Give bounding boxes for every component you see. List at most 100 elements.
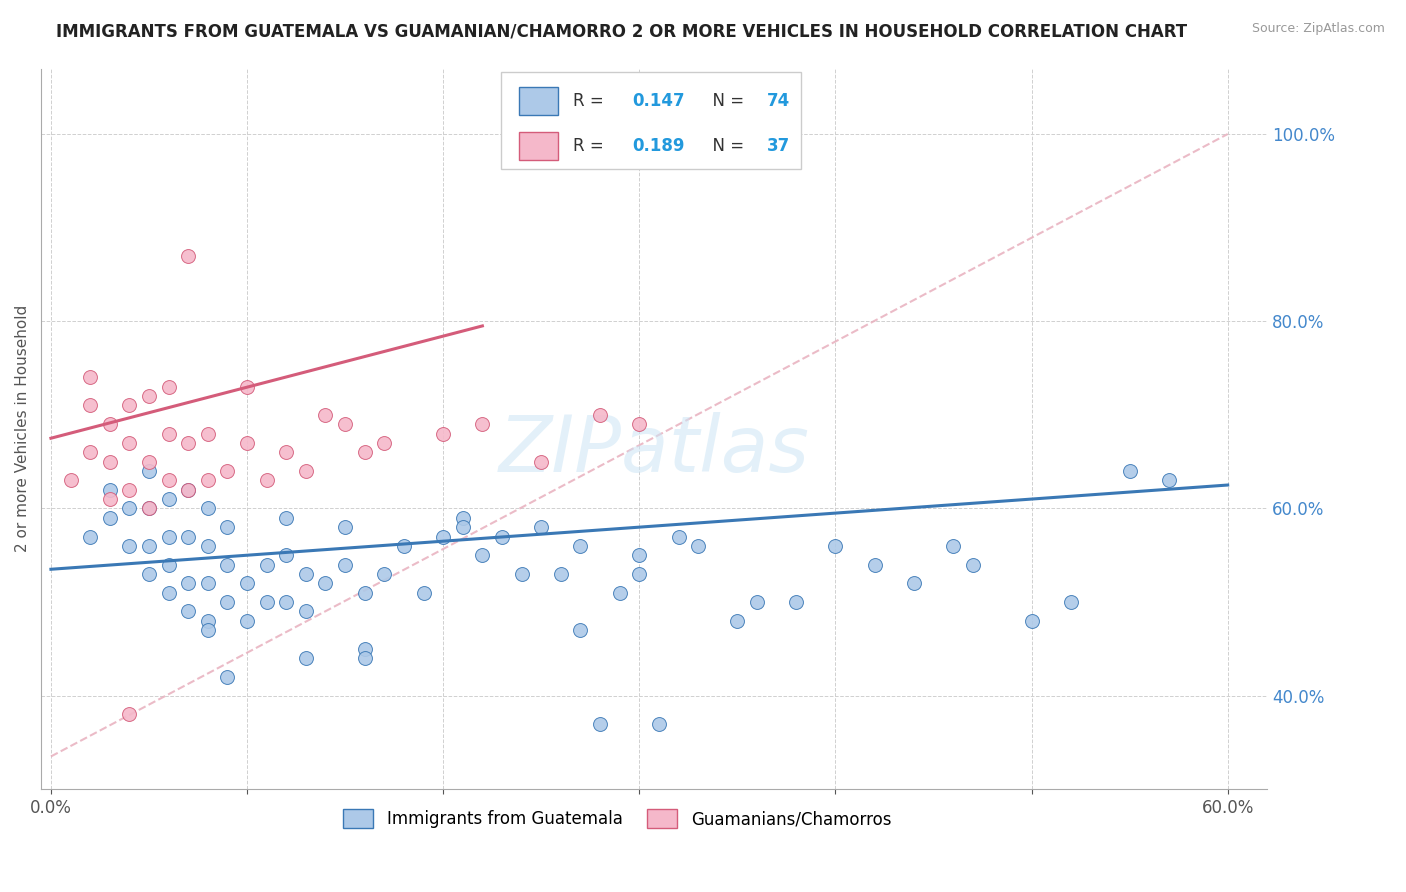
Point <box>256 474 278 488</box>
Point <box>609 585 631 599</box>
Point <box>98 491 121 506</box>
Text: R =: R = <box>574 137 609 155</box>
Point <box>333 417 356 432</box>
Text: 74: 74 <box>766 92 790 110</box>
Point <box>315 408 337 422</box>
Point <box>903 576 925 591</box>
Point <box>353 641 375 656</box>
Point <box>157 491 180 506</box>
Point <box>118 399 141 413</box>
Point <box>353 651 375 665</box>
Point <box>491 529 513 543</box>
Point <box>569 539 592 553</box>
Point <box>177 483 200 497</box>
Text: N =: N = <box>702 137 749 155</box>
Point <box>217 670 239 684</box>
Point <box>197 576 219 591</box>
Point <box>373 566 395 581</box>
Point <box>98 417 121 432</box>
Point <box>79 529 101 543</box>
Point <box>138 389 160 403</box>
Text: 0.147: 0.147 <box>631 92 685 110</box>
Point <box>177 249 200 263</box>
Y-axis label: 2 or more Vehicles in Household: 2 or more Vehicles in Household <box>15 305 30 552</box>
Text: IMMIGRANTS FROM GUATEMALA VS GUAMANIAN/CHAMORRO 2 OR MORE VEHICLES IN HOUSEHOLD : IMMIGRANTS FROM GUATEMALA VS GUAMANIAN/C… <box>56 22 1187 40</box>
Point <box>962 558 984 572</box>
Point <box>648 716 671 731</box>
Point <box>98 483 121 497</box>
Text: 0.189: 0.189 <box>631 137 685 155</box>
Point <box>471 417 494 432</box>
Point <box>510 566 533 581</box>
Point <box>157 426 180 441</box>
Point <box>589 716 612 731</box>
Point <box>98 510 121 524</box>
Point <box>1060 595 1083 609</box>
Point <box>824 539 846 553</box>
Point <box>412 585 434 599</box>
Point <box>276 548 298 562</box>
Point <box>157 380 180 394</box>
Point <box>118 483 141 497</box>
Point <box>432 426 454 441</box>
Point <box>138 464 160 478</box>
Point <box>157 585 180 599</box>
Point <box>550 566 572 581</box>
Point <box>530 520 553 534</box>
Point <box>295 604 318 618</box>
Point <box>138 501 160 516</box>
Point <box>118 539 141 553</box>
Point <box>530 455 553 469</box>
Point <box>79 370 101 384</box>
Point <box>1118 464 1140 478</box>
Text: Source: ZipAtlas.com: Source: ZipAtlas.com <box>1251 22 1385 36</box>
Point <box>157 529 180 543</box>
Point <box>79 399 101 413</box>
Point <box>177 576 200 591</box>
Point <box>688 539 710 553</box>
Point <box>589 408 612 422</box>
Point <box>157 474 180 488</box>
Point <box>785 595 807 609</box>
FancyBboxPatch shape <box>501 72 801 169</box>
Point <box>569 623 592 637</box>
Point <box>217 595 239 609</box>
Point <box>628 566 651 581</box>
Point <box>177 529 200 543</box>
Point <box>353 585 375 599</box>
Point <box>315 576 337 591</box>
Point <box>295 566 318 581</box>
Text: ZIPatlas: ZIPatlas <box>499 412 810 489</box>
Point <box>392 539 415 553</box>
Point <box>333 558 356 572</box>
Point <box>628 417 651 432</box>
Point <box>256 558 278 572</box>
Point <box>236 614 259 628</box>
Point <box>59 474 82 488</box>
Point <box>353 445 375 459</box>
Point <box>118 436 141 450</box>
Point <box>138 539 160 553</box>
Point <box>942 539 965 553</box>
Point <box>236 576 259 591</box>
Point <box>451 520 474 534</box>
Text: 37: 37 <box>766 137 790 155</box>
Point <box>432 529 454 543</box>
Point <box>197 426 219 441</box>
Text: N =: N = <box>702 92 749 110</box>
Point <box>197 474 219 488</box>
Point <box>236 380 259 394</box>
Point <box>118 707 141 722</box>
Point <box>138 455 160 469</box>
Legend: Immigrants from Guatemala, Guamanians/Chamorros: Immigrants from Guatemala, Guamanians/Ch… <box>336 803 898 835</box>
Point <box>295 464 318 478</box>
Point <box>236 436 259 450</box>
Point <box>98 455 121 469</box>
Point <box>138 566 160 581</box>
Point <box>157 558 180 572</box>
Point <box>197 623 219 637</box>
Point <box>668 529 690 543</box>
Point <box>177 604 200 618</box>
Point <box>276 445 298 459</box>
Point <box>863 558 886 572</box>
